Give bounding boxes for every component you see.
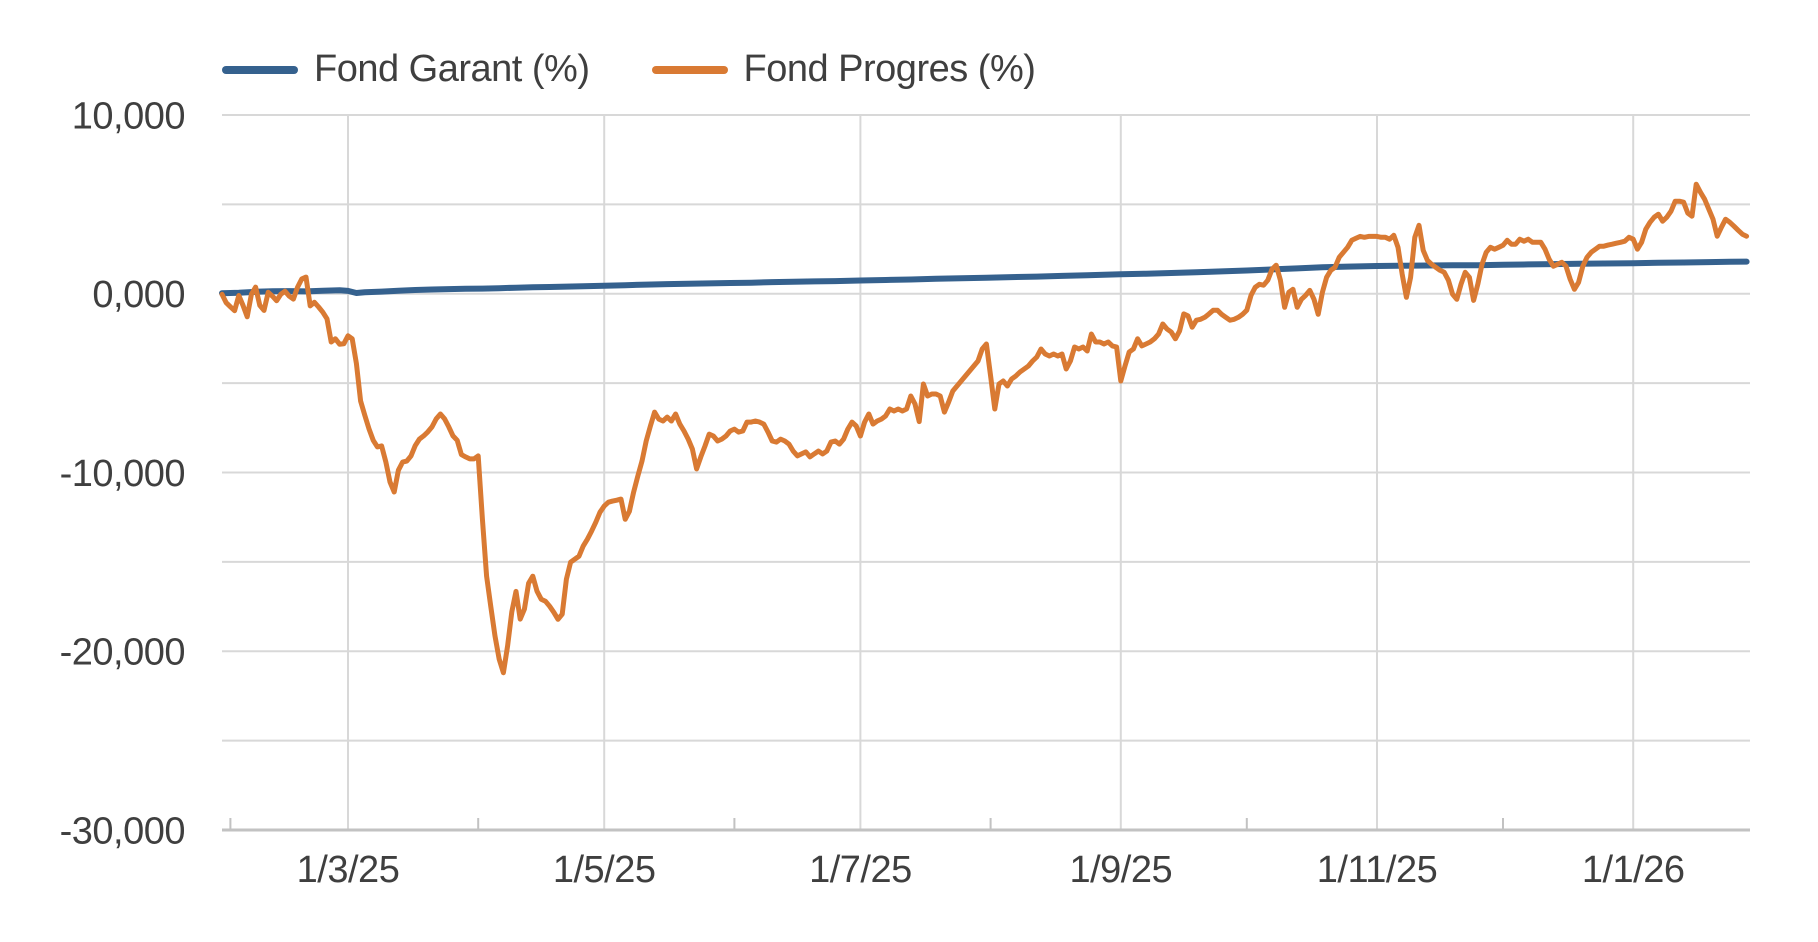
svg-text:1/5/25: 1/5/25 [553, 849, 656, 891]
x-axis-labels: 1/3/25 1/5/25 1/7/25 1/9/25 1/11/25 1/1/26 [297, 849, 1685, 891]
svg-text:1/9/25: 1/9/25 [1069, 849, 1172, 891]
x-minor-ticks-group [229, 818, 1504, 830]
legend-label-fond-progres: Fond Progres (%) [743, 48, 1036, 90]
legend-item-fond-garant[interactable]: Fond Garant (%) [222, 48, 590, 91]
fond-progres-swatch-icon [651, 65, 728, 74]
chart-legend: Fond Garant (%) Fond Progres (%) [222, 48, 1036, 91]
svg-text:0,000: 0,000 [92, 274, 185, 316]
svg-text:10,000: 10,000 [72, 95, 185, 137]
legend-item-fond-progres[interactable]: Fond Progres (%) [651, 48, 1036, 91]
svg-text:1/7/25: 1/7/25 [809, 849, 912, 891]
series-line-fond-progres [219, 181, 1750, 676]
series-line-fond-garant [219, 258, 1750, 297]
gridlines-group [222, 114, 1750, 830]
svg-text:-30,000: -30,000 [60, 810, 185, 852]
svg-text:1/11/25: 1/11/25 [1317, 849, 1437, 891]
svg-text:-10,000: -10,000 [60, 453, 185, 495]
fond-garant-swatch-icon [222, 65, 298, 74]
svg-text:1/3/25: 1/3/25 [297, 849, 400, 891]
svg-text:1/1/26: 1/1/26 [1582, 849, 1685, 891]
svg-text:-20,000: -20,000 [60, 632, 185, 674]
y-axis-labels: 10,000 0,000 -10,000 -20,000 -30,000 [60, 95, 186, 852]
legend-label-fond-garant: Fond Garant (%) [314, 48, 590, 90]
